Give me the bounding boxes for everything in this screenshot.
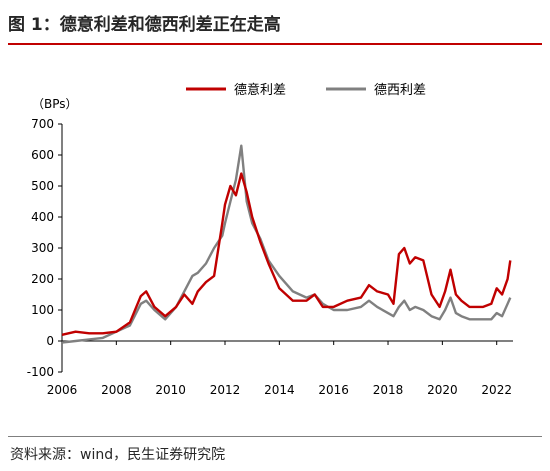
source-divider [8, 436, 542, 437]
figure-header: 图 1：德意利差和德西利差正在走高 [0, 0, 550, 56]
x-tick-label: 2018 [373, 383, 404, 397]
legend-label-de-es: 德西利差 [374, 83, 426, 98]
chart-container: -100 0 100 200 300 400 500 600 700 2006 2008 2010 20… [0, 56, 550, 436]
legend-label-de-it: 德意利差 [234, 82, 286, 98]
title-divider [8, 43, 542, 45]
line-chart: -100 0 100 200 300 400 500 600 700 2006 2008 2010 20… [27, 82, 513, 397]
y-tick-label: 500 [31, 179, 54, 193]
y-tick-label: -100 [27, 365, 54, 379]
source-note: 资料来源：wind，民生证券研究院 [10, 447, 226, 463]
x-tick-label: 2006 [47, 383, 78, 397]
series-line-de-it [61, 172, 512, 336]
x-tick-label: 2014 [264, 383, 295, 397]
y-unit-label: （BPs） [32, 97, 78, 111]
x-tick-label: 2016 [318, 383, 349, 397]
x-tick-label: 2022 [481, 383, 512, 397]
figure-footer: 资料来源：wind，民生证券研究院 [0, 436, 550, 471]
x-tick-label: 2008 [101, 383, 132, 397]
x-tick-label: 2020 [427, 383, 458, 397]
x-tick-label: 2012 [210, 383, 241, 397]
y-tick-label: 0 [46, 334, 54, 348]
y-tick-label: 300 [31, 241, 54, 255]
figure-title: 图 1：德意利差和德西利差正在走高 [8, 15, 281, 35]
y-tick-label: 600 [31, 148, 54, 162]
series-line-de-es [61, 144, 512, 344]
y-tick-label: 100 [31, 303, 54, 317]
y-tick-label: 700 [31, 117, 54, 131]
x-tick-label: 2010 [155, 383, 186, 397]
y-tick-label: 400 [31, 210, 54, 224]
y-tick-label: 200 [31, 272, 54, 286]
